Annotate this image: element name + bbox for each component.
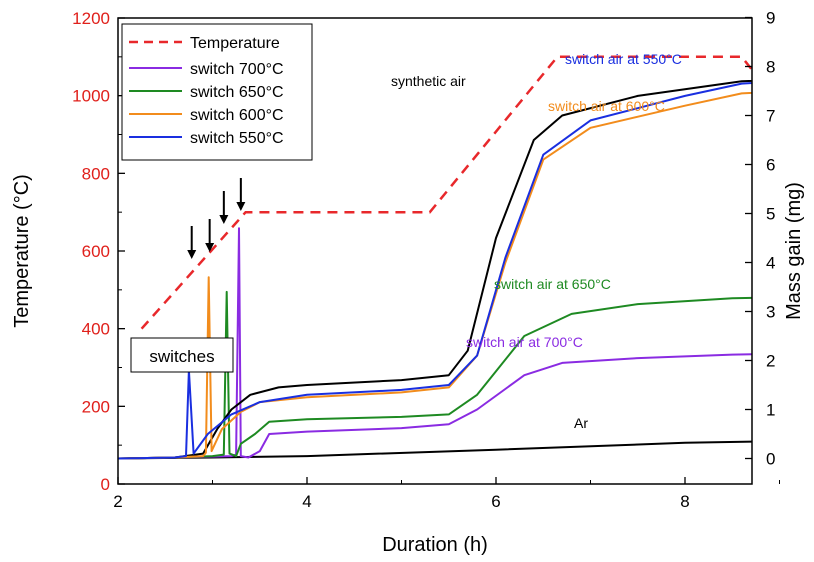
y-right-tick-label: 6 [766, 156, 775, 175]
x-tick-label: 4 [302, 492, 311, 511]
annotation-s550: switch air at 550°C [565, 51, 682, 67]
legend-label-s550: switch 550°C [190, 130, 284, 147]
annotation-ar: Ar [574, 415, 588, 431]
series-line-s650 [118, 290, 752, 460]
annotation-s700: switch air at 700°C [466, 334, 583, 350]
series-line-s550 [118, 82, 752, 460]
y-left-tick-label: 1200 [72, 9, 110, 28]
x-tick-label: 6 [491, 492, 500, 511]
legend: Temperature switch 700°C switch 650°C sw… [121, 23, 313, 161]
y-right-tick-label: 0 [766, 450, 775, 469]
series-line-air [118, 79, 752, 460]
y-right-tick-label: 4 [766, 254, 775, 273]
y-right-tick-label: 9 [766, 9, 775, 28]
y-right-tick-label: 2 [766, 352, 775, 371]
x-axis-title: Duration (h) [382, 534, 488, 556]
switch-arrows [187, 178, 246, 259]
switch-arrow [187, 226, 197, 259]
y-right-tick-label: 7 [766, 107, 775, 126]
annotation-synthetic-air: synthetic air [391, 73, 466, 89]
y-left-tick-label: 200 [82, 397, 110, 416]
y-right-tick-label: 5 [766, 205, 775, 224]
y-left-tick-label: 0 [101, 475, 110, 494]
switches-label: switches [149, 347, 214, 366]
switches-callout: switches [130, 337, 234, 373]
legend-label-s600: switch 600°C [190, 107, 284, 124]
y-left-tick-label: 800 [82, 164, 110, 183]
y-axis-left-title: Temperature (°C) [11, 174, 33, 328]
series-line-ar [118, 440, 752, 460]
switch-arrow [205, 219, 215, 252]
plot-lines [118, 55, 752, 460]
switch-arrow [236, 178, 246, 211]
annotation-s650: switch air at 650°C [494, 276, 611, 292]
x-tick-label: 8 [680, 492, 689, 511]
y-right-tick-label: 3 [766, 303, 775, 322]
y-right-tick-label: 1 [766, 401, 775, 420]
y-left-tick-label: 1000 [72, 87, 110, 106]
x-tick-label: 2 [113, 492, 122, 511]
axes: 246810120200400600800100012000123456789 [72, 9, 780, 511]
y-axis-right-title: Mass gain (mg) [783, 182, 805, 320]
switches-box [130, 337, 234, 373]
legend-label-temperature: Temperature [190, 35, 280, 52]
series-group [118, 55, 752, 460]
legend-label-s700: switch 700°C [190, 61, 284, 78]
y-right-tick-label: 8 [766, 58, 775, 77]
y-left-tick-label: 600 [82, 242, 110, 261]
y-left-tick-label: 400 [82, 320, 110, 339]
annotation-s600: switch air at 600°C [548, 98, 665, 114]
legend-label-s650: switch 650°C [190, 84, 284, 101]
series-line-s700 [118, 227, 752, 460]
switch-arrow [219, 191, 229, 224]
